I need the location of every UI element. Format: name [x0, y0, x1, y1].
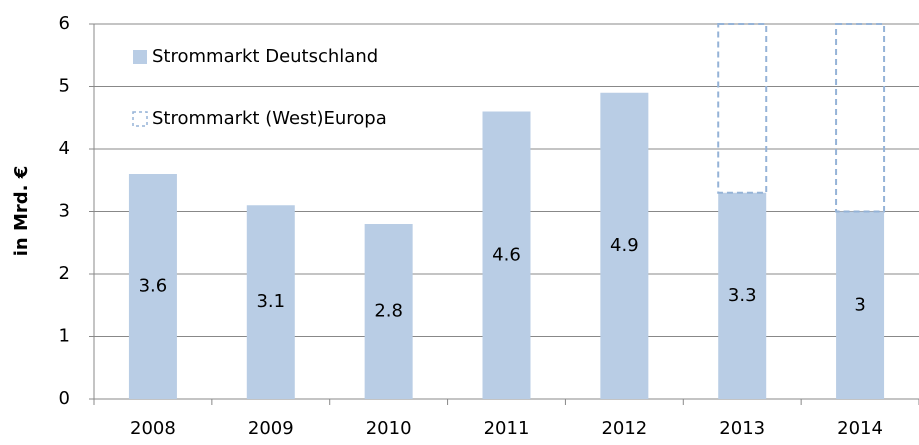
legend-swatch [133, 50, 147, 64]
bar [128, 174, 177, 399]
legend-label: Strommarkt (West)Europa [152, 108, 387, 129]
y-tick-label: 3 [59, 201, 70, 222]
x-tick-label: 2010 [366, 418, 412, 439]
data-label: 3 [854, 294, 865, 315]
legend-swatch [132, 111, 148, 127]
bar [600, 92, 649, 399]
bar [717, 23, 768, 194]
x-tick-label: 2009 [248, 418, 294, 439]
x-tick-label: 2013 [719, 418, 765, 439]
y-tick-label: 0 [59, 388, 70, 409]
bar [364, 224, 413, 399]
data-label: 3.6 [139, 276, 168, 297]
data-label: 3.1 [256, 291, 285, 312]
y-tick-label: 6 [59, 13, 70, 34]
legend-label: Strommarkt Deutschland [152, 46, 378, 67]
data-label: 4.9 [610, 235, 639, 256]
y-tick-label: 1 [59, 326, 70, 347]
x-tick-label: 2008 [130, 418, 176, 439]
y-tick-label: 5 [59, 76, 70, 97]
bar [246, 205, 295, 399]
bar [835, 23, 886, 213]
data-label: 3.3 [728, 285, 757, 306]
x-tick-label: 2012 [601, 418, 647, 439]
x-tick-label: 2011 [484, 418, 530, 439]
bar [718, 192, 767, 399]
data-label: 4.6 [492, 244, 521, 265]
x-tick-label: 2014 [837, 418, 883, 439]
y-tick-label: 4 [59, 138, 70, 159]
bar [836, 211, 885, 399]
data-label: 2.8 [374, 301, 403, 322]
y-axis-label: in Mrd. € [11, 166, 32, 257]
bar [482, 111, 531, 399]
y-tick-label: 2 [59, 263, 70, 284]
